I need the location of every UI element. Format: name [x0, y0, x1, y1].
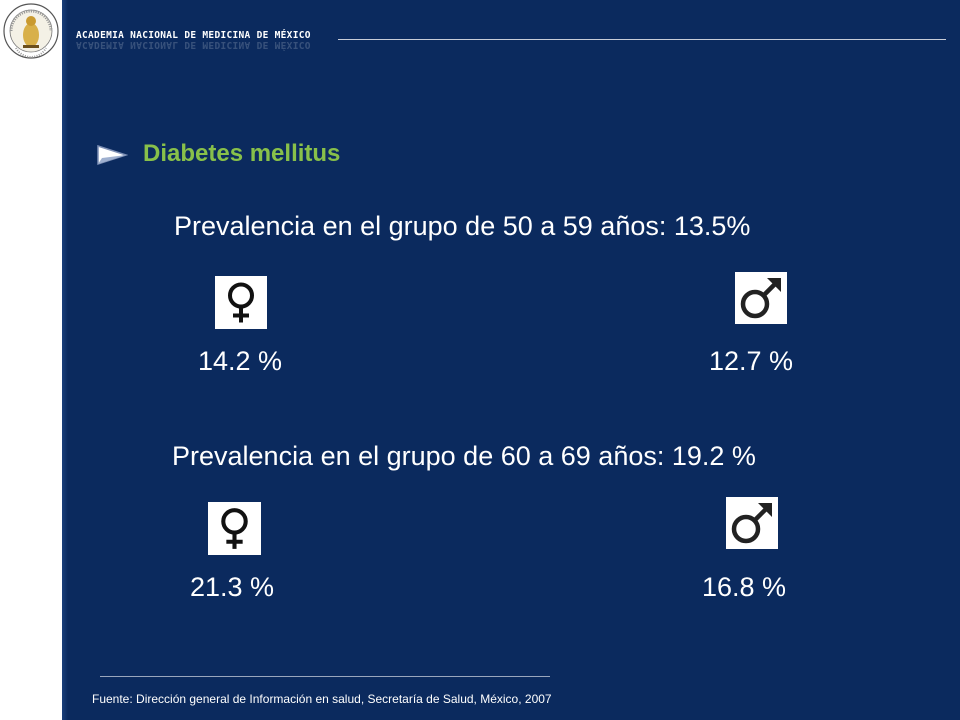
female-symbol-icon: [215, 276, 267, 329]
prevalence-60-69: Prevalencia en el grupo de 60 a 69 años:…: [172, 441, 756, 471]
female-symbol-icon: [208, 502, 261, 555]
header-rule: [338, 39, 946, 40]
male-value-50-59: 12.7 %: [709, 346, 794, 376]
footer-rule: [100, 676, 550, 677]
prevalence-50-59: Prevalencia en el grupo de 50 a 59 años:…: [174, 211, 751, 241]
left-band: [0, 0, 62, 720]
academia-seal-icon: [2, 2, 60, 60]
male-value-60-69: 16.8 %: [702, 572, 787, 602]
section-title: Diabetes mellitus: [143, 140, 341, 167]
female-value-50-59: 14.2 %: [198, 346, 283, 376]
source-citation: Fuente: Dirección general de Información…: [92, 692, 552, 706]
institution-title: ACADEMIA NACIONAL DE MEDICINA DE MÉXICO: [76, 30, 311, 41]
male-symbol-icon: [735, 272, 787, 324]
institution-title-reflection: ACADEMIA NACIONAL DE MEDICINA DE MÉXICO: [76, 39, 311, 50]
left-band-edge: [62, 0, 68, 720]
female-value-60-69: 21.3 %: [190, 572, 275, 602]
arrow-right-icon: [96, 144, 129, 166]
male-symbol-icon: [726, 497, 778, 549]
